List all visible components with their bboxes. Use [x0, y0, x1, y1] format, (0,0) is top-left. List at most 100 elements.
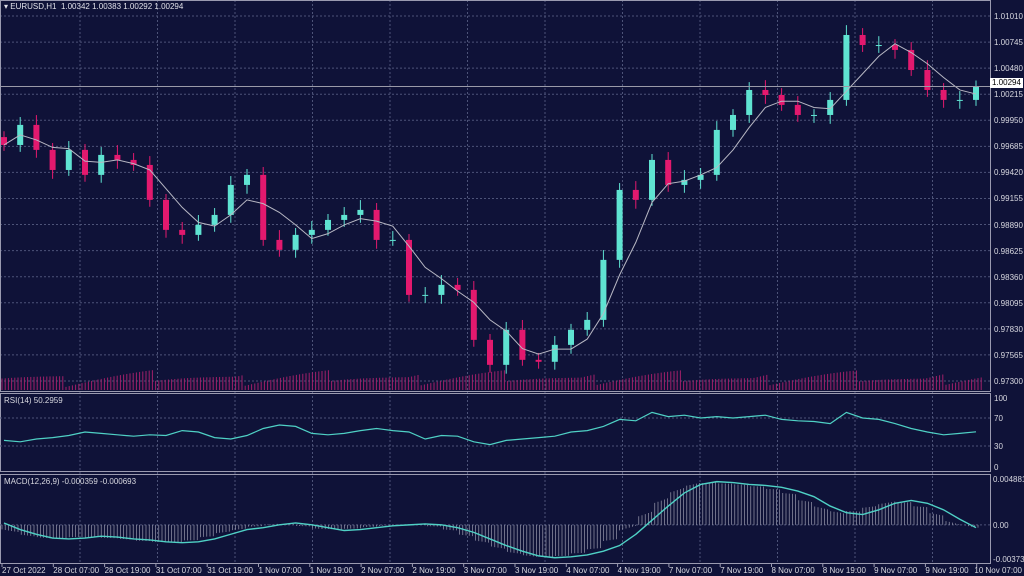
bull-candle [308, 229, 315, 235]
macd-title: MACD(12,26,9) -0.000359 -0.000693 [4, 477, 137, 486]
bull-candle [292, 234, 299, 250]
main-panel-frame [0, 0, 991, 392]
price-tick-label: 0.98095 [994, 298, 1023, 308]
bull-candle [616, 189, 623, 260]
bull-candle [211, 214, 218, 225]
bear-candle [1, 137, 7, 145]
bull-candle [713, 129, 720, 175]
current-price-tag: 1.00294 [990, 78, 1023, 88]
bull-candle [973, 86, 979, 100]
time-tick-label: 7 Nov 19:00 [720, 566, 764, 575]
ohlc-low: 1.00292 [123, 2, 153, 11]
macd-tick-label: -0.003739 [993, 555, 1024, 564]
rsi-tick-label: 0 [994, 463, 999, 472]
price-tick-label: 0.97830 [994, 324, 1023, 334]
bull-candle [341, 214, 348, 220]
bull-candle [875, 45, 882, 47]
bull-candle [811, 114, 817, 116]
time-tick-label: 1 Nov 19:00 [309, 566, 353, 575]
macd-tick-label: 0.004881 [993, 475, 1024, 484]
ohlc-high: 1.00383 [92, 2, 122, 11]
bear-candle [908, 49, 915, 71]
time-tick-label: 9 Nov 19:00 [925, 566, 969, 575]
bear-candle [49, 149, 56, 170]
bull-candle [65, 149, 72, 170]
price-tick-label: 1.00480 [994, 64, 1023, 74]
time-tick-label: 2 Nov 19:00 [412, 566, 456, 575]
bear-candle [179, 229, 186, 235]
bear-candle [146, 164, 153, 200]
macd-panel-frame [0, 474, 991, 564]
bear-candle [924, 70, 931, 90]
bear-candle [130, 159, 137, 165]
moving-average-line [3, 43, 977, 355]
price-tick-label: 0.98890 [994, 220, 1023, 230]
price-tick-label: 0.98625 [994, 246, 1023, 256]
time-tick-label: 28 Oct 19:00 [104, 566, 151, 575]
bull-candle [843, 34, 850, 100]
bull-candle [681, 179, 688, 185]
bull-candle [195, 224, 202, 235]
ohlc-open: 1.00342 [60, 2, 90, 11]
bear-candle [276, 239, 283, 250]
macd-tick-label: 0.00 [993, 520, 1009, 530]
rsi-tick-label: 100 [994, 394, 1008, 403]
price-tick-label: 0.99420 [994, 168, 1023, 178]
time-tick-label: 7 Nov 07:00 [668, 566, 713, 575]
bear-candle [114, 154, 121, 160]
bear-candle [406, 239, 412, 295]
time-tick-label: 4 Nov 19:00 [617, 566, 661, 575]
bull-candle [438, 284, 445, 295]
macd-signal-line [3, 480, 977, 559]
bear-candle [373, 209, 380, 240]
bear-candle [762, 89, 769, 95]
bull-candle [584, 319, 591, 330]
bear-candle [470, 289, 477, 340]
bear-candle [163, 199, 169, 230]
bear-candle [665, 159, 672, 185]
bull-candle [697, 174, 704, 180]
time-tick-label: 2 Nov 07:00 [361, 566, 405, 575]
time-tick-label: 1 Nov 07:00 [258, 566, 302, 575]
bear-candle [892, 45, 898, 50]
price-tick-label: 0.99950 [994, 116, 1023, 126]
bear-candle [519, 329, 526, 360]
bull-candle [357, 209, 364, 215]
bull-candle [325, 219, 331, 230]
bull-candle [422, 294, 429, 296]
time-tick-label: 27 Oct 2022 [2, 566, 46, 575]
price-tick-label: 0.98360 [994, 272, 1023, 282]
bear-candle [535, 359, 542, 362]
chart-title: ▾ EURUSD,H1 1.00342 1.00383 1.00292 1.00… [4, 2, 184, 11]
price-tick-label: 1.01010 [994, 12, 1023, 21]
bear-candle [487, 339, 493, 365]
bull-candle [227, 184, 234, 215]
bull-candle [503, 329, 510, 365]
time-tick-label: 8 Nov 19:00 [822, 566, 866, 575]
bull-candle [956, 99, 963, 101]
bear-candle [794, 104, 801, 115]
price-tick-label: 0.99155 [994, 194, 1023, 204]
bear-candle [33, 124, 40, 150]
bear-candle [859, 34, 866, 46]
bear-candle [260, 174, 267, 240]
time-tick-label: 9 Nov 07:00 [874, 566, 918, 575]
bear-candle [632, 189, 639, 200]
bull-candle [746, 89, 753, 115]
bull-candle [827, 99, 834, 115]
price-tick-label: 0.99685 [994, 142, 1023, 152]
bull-candle [244, 174, 250, 185]
time-tick-label: 31 Oct 07:00 [155, 566, 202, 575]
time-tick-label: 3 Nov 19:00 [515, 566, 559, 575]
price-tick-label: 0.97300 [994, 376, 1023, 386]
time-tick-label: 3 Nov 07:00 [463, 566, 507, 575]
bull-candle [98, 154, 105, 175]
price-tick-label: 1.00215 [994, 90, 1023, 100]
bull-candle [730, 114, 736, 130]
symbol-label: EURUSD,H1 [10, 2, 57, 11]
rsi-title: RSI(14) 50.2959 [4, 396, 63, 405]
bull-candle [568, 329, 574, 345]
time-tick-label: 28 Oct 07:00 [53, 566, 100, 575]
rsi-line [3, 411, 977, 446]
